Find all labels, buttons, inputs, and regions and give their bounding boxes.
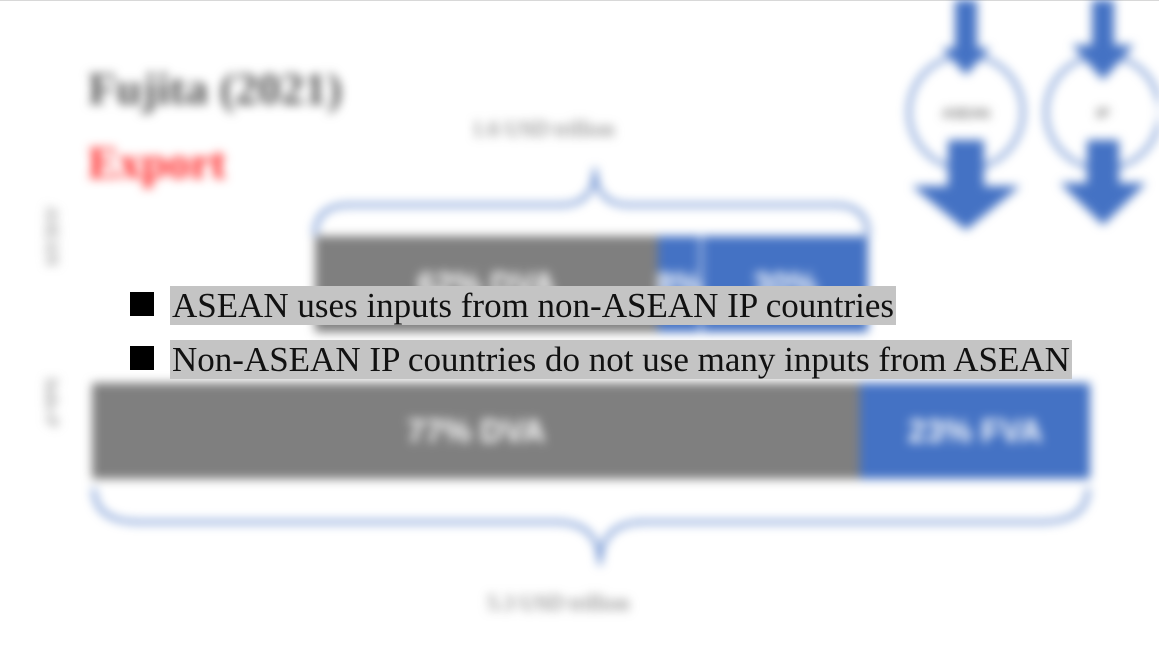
slide-title: Fujita (2021) xyxy=(88,63,343,114)
bullet-list: ASEAN uses inputs from non-ASEAN IP coun… xyxy=(130,284,1090,392)
bar-indo-dva: 77% DVA xyxy=(92,383,861,479)
bullet-item: Non-ASEAN IP countries do not use many i… xyxy=(130,338,1090,382)
asean-circle-label: ASEAN xyxy=(942,105,989,121)
square-bullet-icon xyxy=(130,346,154,370)
top-divider xyxy=(0,0,1159,1)
ip-flow-diagram: IP xyxy=(1044,0,1159,225)
bullet-item: ASEAN uses inputs from non-ASEAN IP coun… xyxy=(130,284,1090,328)
bullet-text: Non-ASEAN IP countries do not use many i… xyxy=(170,340,1072,379)
square-bullet-icon xyxy=(130,292,154,316)
ip-circle-label: IP xyxy=(1096,105,1109,121)
asean-brace xyxy=(313,167,870,237)
indo-brace xyxy=(92,487,1090,566)
bar-indo-fva: 23% FVA xyxy=(860,383,1090,479)
indo-total-label: 5.3 USD trillion xyxy=(487,590,630,615)
asean-flow-diagram: ASEAN xyxy=(907,0,1025,230)
bullet-text: ASEAN uses inputs from non-ASEAN IP coun… xyxy=(170,286,896,325)
asean-total-label: 1.6 USD trillion xyxy=(472,116,615,141)
slide-subtitle: Export xyxy=(88,137,226,188)
